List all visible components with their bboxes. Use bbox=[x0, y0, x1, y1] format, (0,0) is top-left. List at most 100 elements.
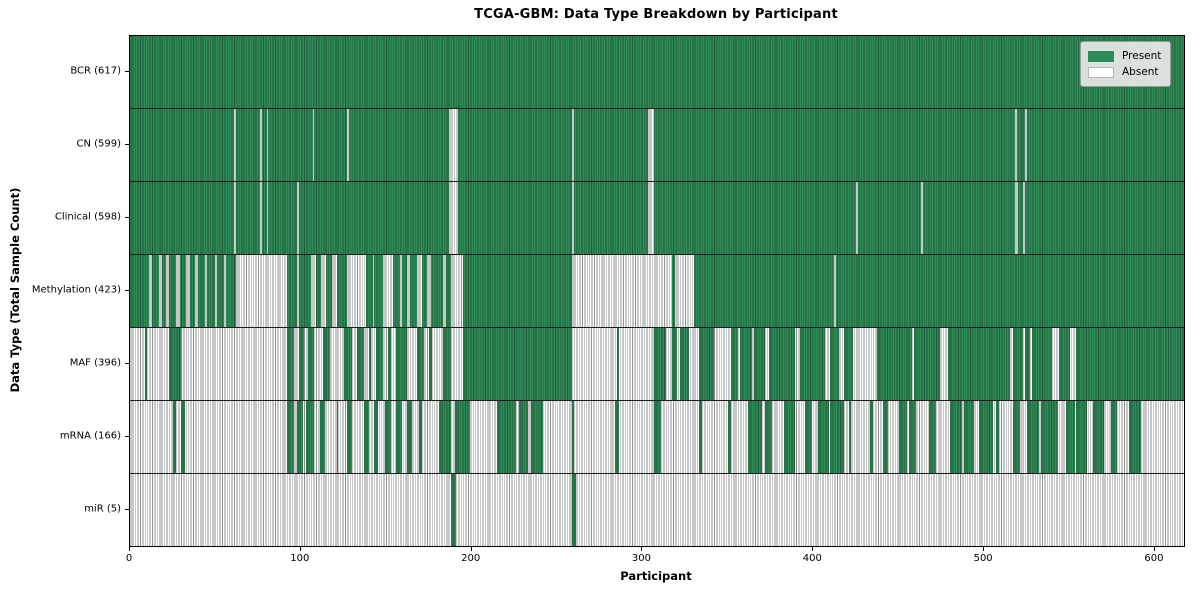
legend-item-absent: Absent bbox=[1088, 67, 1161, 78]
present-segment bbox=[343, 328, 353, 400]
legend: Present Absent bbox=[1080, 41, 1172, 87]
absent-segment bbox=[572, 255, 672, 327]
y-tick-mark bbox=[125, 435, 129, 437]
present-segment bbox=[346, 401, 353, 473]
present-segment bbox=[948, 328, 1010, 400]
present-segment bbox=[818, 401, 829, 473]
present-segment bbox=[908, 401, 916, 473]
present-segment bbox=[323, 328, 330, 400]
x-tick-mark bbox=[470, 547, 472, 551]
present-segment bbox=[451, 474, 457, 546]
plot-area bbox=[129, 35, 1185, 547]
present-segment bbox=[616, 328, 619, 400]
present-segment bbox=[369, 328, 371, 400]
present-segment bbox=[1031, 328, 1053, 400]
absent-segment bbox=[406, 255, 411, 327]
absent-segment bbox=[297, 255, 300, 327]
x-tick-label-600: 600 bbox=[1144, 553, 1164, 564]
y-tick-label-mRNA: mRNA (166) bbox=[59, 430, 121, 442]
absent-segment bbox=[223, 255, 226, 327]
present-segment bbox=[1129, 401, 1142, 473]
present-segment bbox=[671, 328, 677, 400]
chart-title: TCGA-GBM: Data Type Breakdown by Partici… bbox=[474, 7, 838, 22]
present-segment bbox=[768, 328, 795, 400]
absent-segment bbox=[449, 109, 458, 181]
absent-segment bbox=[399, 255, 402, 327]
absent-segment bbox=[205, 255, 207, 327]
present-segment bbox=[145, 328, 148, 400]
present-segment bbox=[572, 474, 576, 546]
absent-segment bbox=[1023, 182, 1026, 254]
present-segment bbox=[804, 401, 812, 473]
x-tick-mark bbox=[1153, 547, 1155, 551]
x-axis-label: Participant bbox=[620, 569, 692, 583]
present-segment bbox=[463, 328, 573, 400]
absent-segment bbox=[427, 255, 431, 327]
present-segment bbox=[396, 401, 402, 473]
x-tick-mark bbox=[299, 547, 301, 551]
absent-segment bbox=[382, 255, 394, 327]
present-segment bbox=[396, 328, 407, 400]
absent-segment bbox=[165, 255, 170, 327]
absent-segment bbox=[176, 255, 180, 327]
x-tick-label-200: 200 bbox=[461, 553, 481, 564]
absent-segment bbox=[234, 182, 236, 254]
present-segment bbox=[830, 401, 845, 473]
present-segment bbox=[849, 401, 851, 473]
present-segment bbox=[869, 401, 874, 473]
present-segment bbox=[698, 401, 703, 473]
x-tick-label-100: 100 bbox=[290, 553, 310, 564]
absent-segment bbox=[572, 109, 575, 181]
y-tick-mark bbox=[125, 144, 129, 146]
present-segment bbox=[1026, 401, 1039, 473]
present-segment bbox=[1093, 401, 1104, 473]
absent-segment bbox=[647, 182, 655, 254]
present-segment bbox=[299, 328, 305, 400]
absent-segment bbox=[1025, 109, 1027, 181]
absent-segment bbox=[259, 109, 262, 181]
present-segment bbox=[442, 328, 452, 400]
present-segment bbox=[844, 328, 853, 400]
absent-segment bbox=[259, 182, 262, 254]
present-segment bbox=[1025, 328, 1031, 400]
present-segment bbox=[172, 401, 177, 473]
x-tick-label-400: 400 bbox=[802, 553, 822, 564]
absent-segment bbox=[572, 182, 575, 254]
legend-label-absent: Absent bbox=[1122, 66, 1159, 79]
present-segment bbox=[364, 401, 370, 473]
legend-label-present: Present bbox=[1122, 50, 1162, 63]
y-tick-label-Clinical: Clinical (598) bbox=[54, 211, 121, 223]
present-swatch-icon bbox=[1088, 51, 1114, 62]
present-segment bbox=[765, 401, 773, 473]
x-tick-label-500: 500 bbox=[973, 553, 993, 564]
present-segment bbox=[1110, 401, 1118, 473]
y-tick-label-CN: CN (599) bbox=[76, 138, 121, 150]
present-segment bbox=[949, 401, 962, 473]
x-tick-mark bbox=[812, 547, 814, 551]
row-MAF bbox=[130, 328, 1184, 401]
y-tick-mark bbox=[125, 71, 129, 73]
y-tick-mark bbox=[125, 508, 129, 510]
present-segment bbox=[181, 401, 185, 473]
present-segment bbox=[531, 401, 544, 473]
present-segment bbox=[375, 328, 383, 400]
absent-segment bbox=[372, 255, 375, 327]
present-segment bbox=[387, 328, 392, 400]
absent-segment bbox=[266, 109, 269, 181]
absent-segment bbox=[311, 255, 317, 327]
present-segment bbox=[731, 328, 739, 400]
x-tick-label-0: 0 bbox=[125, 553, 133, 564]
present-segment bbox=[406, 401, 412, 473]
present-segment bbox=[287, 328, 294, 400]
present-segment bbox=[319, 401, 325, 473]
present-segment bbox=[1066, 401, 1075, 473]
present-segment bbox=[979, 401, 993, 473]
absent-segment bbox=[416, 255, 423, 327]
present-segment bbox=[418, 401, 423, 473]
row-BCR bbox=[130, 36, 1184, 109]
absent-segment bbox=[1014, 182, 1019, 254]
present-segment bbox=[384, 401, 392, 473]
absent-segment bbox=[321, 255, 327, 327]
present-segment bbox=[519, 401, 529, 473]
present-segment bbox=[1013, 328, 1024, 400]
